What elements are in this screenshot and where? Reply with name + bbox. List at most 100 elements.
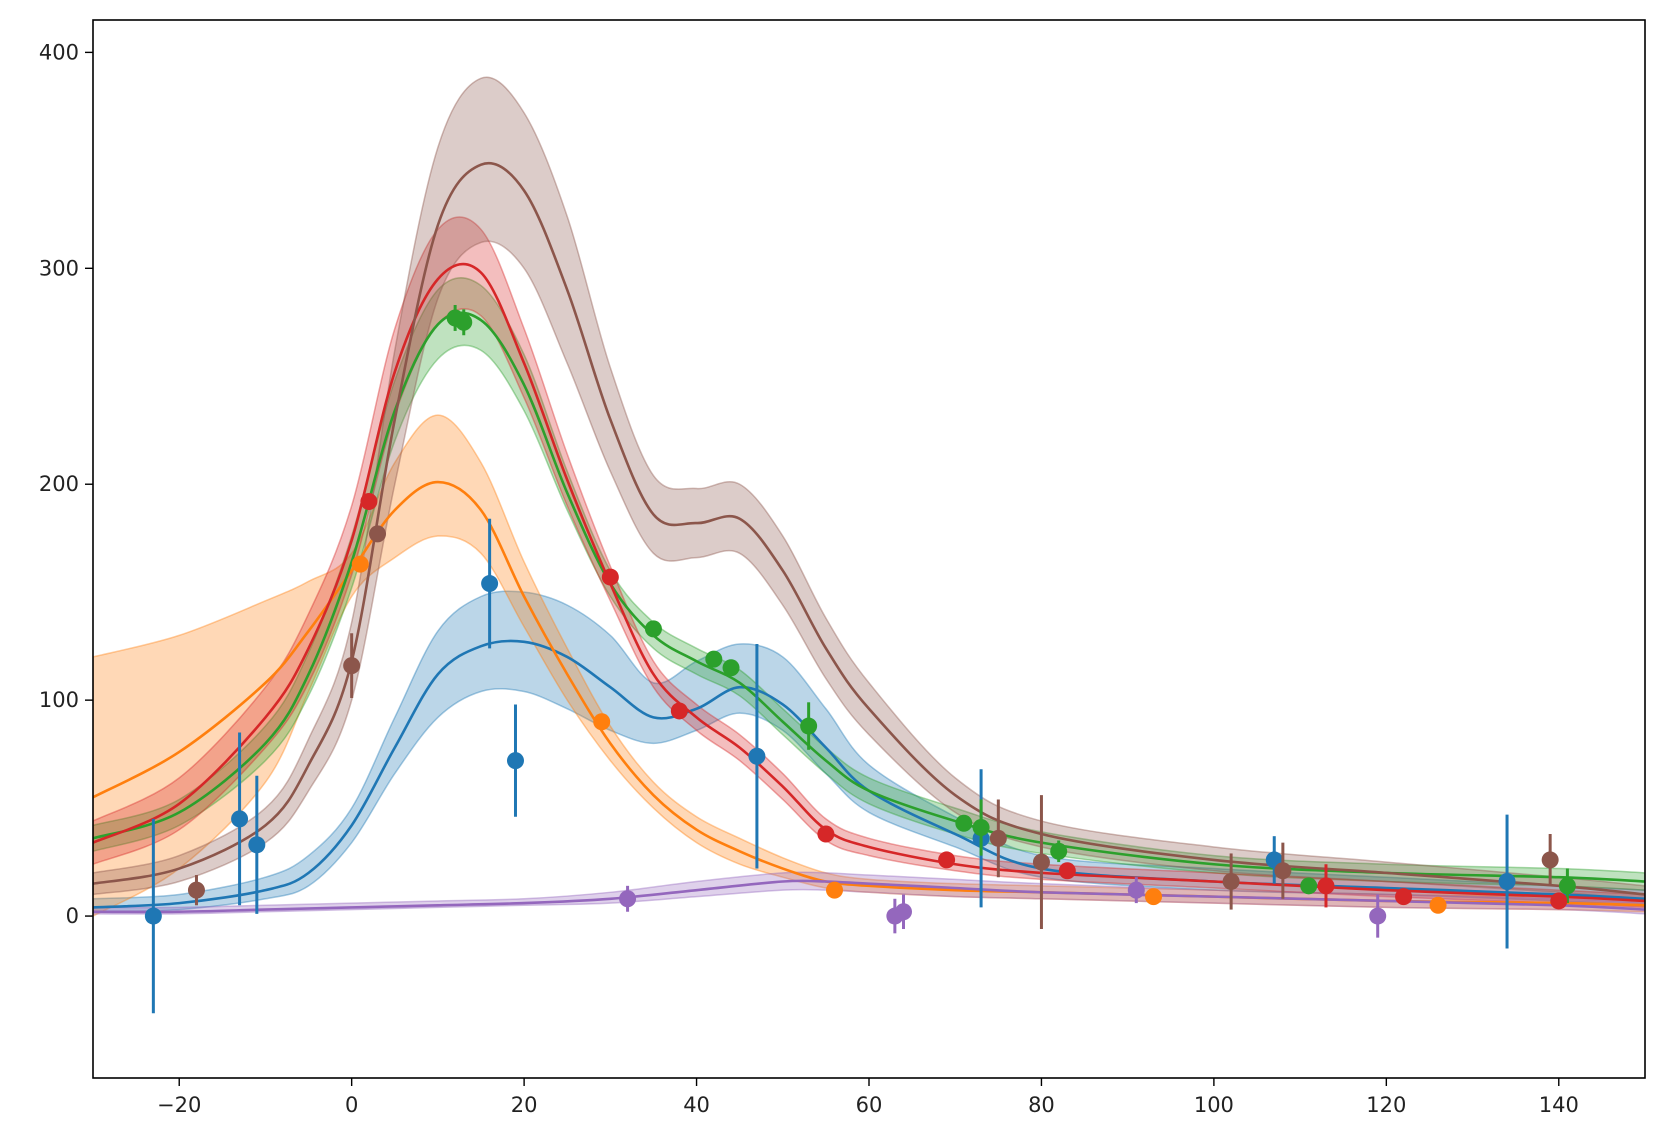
plot-frame <box>92 19 1646 1079</box>
marker <box>351 555 369 573</box>
data-point-1-2 <box>231 732 249 906</box>
marker <box>1058 862 1076 880</box>
data-point-1-1 <box>144 818 162 1014</box>
marker <box>817 825 835 843</box>
marker <box>1222 873 1240 891</box>
data-point-5-5 <box>1369 894 1387 938</box>
marker <box>1032 853 1050 871</box>
marker <box>248 836 266 854</box>
point-layer <box>144 305 1576 1014</box>
data-point-6-1 <box>187 875 205 906</box>
data-point-4-6 <box>1058 862 1076 880</box>
x-tick-label: −20 <box>157 1093 201 1117</box>
marker <box>369 525 387 543</box>
y-tick-label: 300 <box>39 256 79 280</box>
confidence-band-6 <box>93 76 1645 902</box>
marker <box>670 702 688 720</box>
marker <box>722 659 740 677</box>
marker <box>1300 877 1318 895</box>
marker <box>1395 888 1413 906</box>
marker <box>619 890 637 908</box>
data-point-2-3 <box>826 881 844 899</box>
data-point-5-4 <box>1127 877 1145 904</box>
x-axis: −20 0 20 40 60 80 100 120 140 <box>157 1078 1579 1117</box>
marker <box>231 810 249 828</box>
marker <box>1145 888 1163 906</box>
data-point-3-9 <box>1050 840 1068 863</box>
data-point-4-4 <box>817 825 835 843</box>
data-point-4-1 <box>360 492 378 510</box>
data-point-2-2 <box>593 713 611 731</box>
data-point-3-6 <box>800 702 818 750</box>
x-tick-label: 120 <box>1366 1093 1406 1117</box>
marker <box>1274 862 1292 880</box>
marker <box>1498 873 1516 891</box>
data-point-1-5 <box>506 704 524 817</box>
x-tick-label: 60 <box>856 1093 883 1117</box>
data-point-3-10 <box>1300 877 1318 895</box>
data-point-6-5 <box>1032 795 1050 930</box>
data-point-4-7 <box>1317 864 1335 908</box>
marker <box>938 851 956 869</box>
data-point-6-8 <box>1541 834 1559 886</box>
x-tick-label: 140 <box>1539 1093 1579 1117</box>
x-tick-label: 20 <box>511 1093 538 1117</box>
data-point-6-6 <box>1222 853 1240 910</box>
data-point-4-3 <box>670 702 688 720</box>
marker <box>343 657 361 675</box>
data-point-5-3 <box>894 894 912 930</box>
y-axis: 0 100 200 300 400 <box>39 40 93 928</box>
data-point-1-4 <box>481 518 499 649</box>
data-point-3-2 <box>455 309 473 336</box>
x-tick-label: 100 <box>1194 1093 1234 1117</box>
marker <box>989 829 1007 847</box>
data-point-4-2 <box>601 568 619 586</box>
marker <box>972 819 990 837</box>
marker <box>955 814 973 832</box>
data-point-4-8 <box>1395 888 1413 906</box>
data-point-3-8 <box>972 799 990 856</box>
data-point-3-7 <box>955 814 973 832</box>
plot-area <box>93 76 1645 1014</box>
data-point-6-3 <box>369 525 387 543</box>
marker <box>1369 907 1387 925</box>
data-point-4-9 <box>1550 892 1568 910</box>
marker <box>601 568 619 586</box>
data-point-3-3 <box>644 620 662 638</box>
marker <box>894 903 912 921</box>
marker <box>1558 877 1576 895</box>
data-point-3-5 <box>722 659 740 677</box>
marker <box>455 313 473 331</box>
data-point-2-4 <box>1145 888 1163 906</box>
marker <box>1541 851 1559 869</box>
marker <box>1429 896 1447 914</box>
data-point-5-1 <box>619 885 637 912</box>
x-tick-label: 0 <box>345 1093 358 1117</box>
data-point-6-7 <box>1274 842 1292 899</box>
marker <box>1050 842 1068 860</box>
marker <box>593 713 611 731</box>
data-point-1-6 <box>748 644 766 869</box>
fit-line-4 <box>93 262 1645 903</box>
marker <box>800 717 818 735</box>
data-point-1-3 <box>248 775 266 914</box>
confidence-band-3 <box>93 277 1645 891</box>
marker <box>481 575 499 593</box>
y-tick-label: 400 <box>39 40 79 64</box>
data-point-2-1 <box>351 555 369 573</box>
x-tick-label: 40 <box>683 1093 710 1117</box>
marker <box>1127 881 1145 899</box>
marker <box>644 620 662 638</box>
data-point-3-4 <box>705 650 723 668</box>
data-point-4-5 <box>938 851 956 869</box>
marker <box>144 907 162 925</box>
marker <box>748 747 766 765</box>
fit-line-5 <box>93 879 1645 914</box>
data-point-6-2 <box>343 633 361 698</box>
data-point-1-9 <box>1498 814 1516 949</box>
data-point-3-11 <box>1558 868 1576 904</box>
marker <box>705 650 723 668</box>
data-point-2-5 <box>1429 896 1447 914</box>
marker <box>506 752 524 770</box>
